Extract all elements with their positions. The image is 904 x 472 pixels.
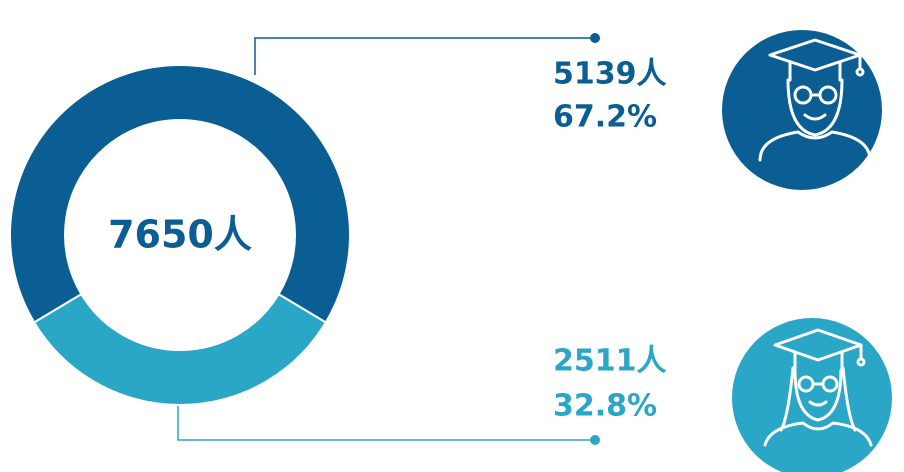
value-label: 2511人	[553, 344, 667, 379]
graduate-male	[758, 38, 872, 162]
connector-line	[177, 400, 595, 441]
donut-segment	[32, 292, 328, 406]
icon-circle	[732, 318, 892, 472]
value-label: 5139人	[553, 57, 667, 92]
total-label: 7650人	[108, 213, 252, 257]
connectors	[177, 33, 600, 445]
donut-segment	[9, 64, 351, 324]
connector-dot	[590, 33, 600, 43]
graduate-female	[763, 328, 873, 447]
male-icon	[722, 30, 882, 190]
share-label: 32.8%	[553, 389, 657, 424]
connector-dot	[590, 435, 600, 445]
connector-line	[254, 37, 595, 75]
share-label: 67.2%	[553, 100, 657, 135]
female-icon	[732, 318, 892, 472]
